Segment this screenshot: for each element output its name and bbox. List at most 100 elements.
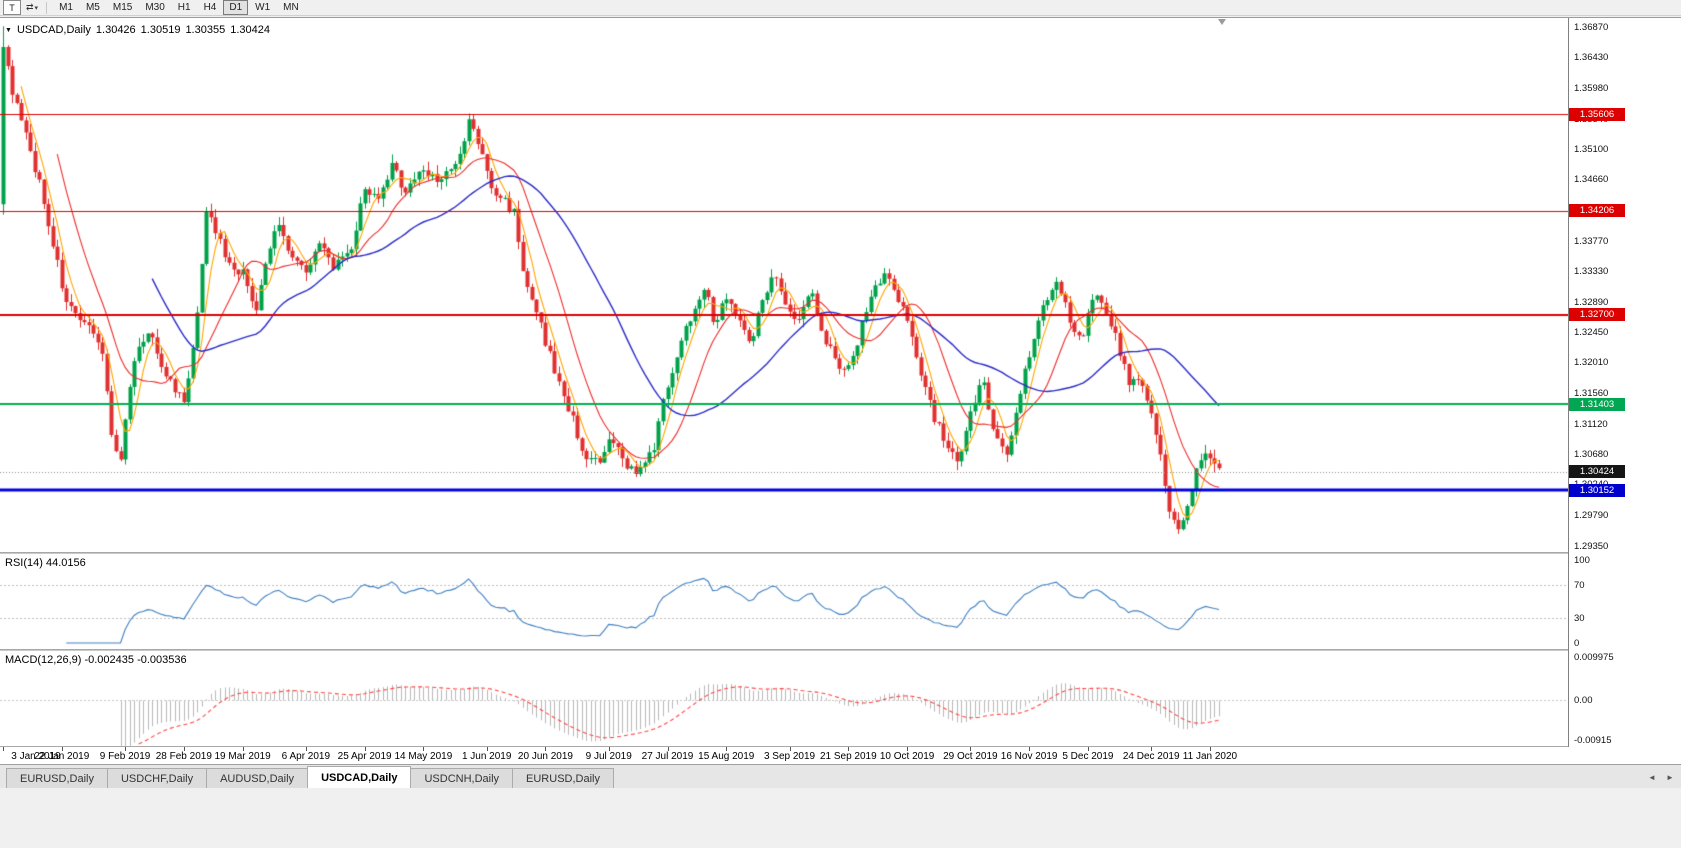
chart-tab-3[interactable]: USDCAD,Daily xyxy=(307,766,412,788)
time-axis-tick xyxy=(125,747,127,751)
date-label: 11 Jan 2020 xyxy=(1182,751,1238,762)
style-icon: ⇄ xyxy=(26,2,34,12)
time-axis-tick xyxy=(242,747,244,751)
timeframe-button-m5[interactable]: M5 xyxy=(85,2,100,13)
chart-shift-marker[interactable] xyxy=(1218,19,1226,25)
date-label: 15 Aug 2019 xyxy=(698,751,755,762)
timeframe-buttons: M1 M5 M15 M30 H1 H4 D1 W1 MN xyxy=(53,0,305,15)
rsi-indicator-label: RSI(14) 44.0156 xyxy=(5,557,86,569)
chart-tabs: EURUSD,Daily USDCHF,Daily AUDUSD,Daily USDC… xyxy=(6,766,614,788)
timeframe-button-mn[interactable]: MN xyxy=(283,2,299,13)
chart-title: ▼ USDCAD,Daily 1.30426 1.30519 1.30355 1… xyxy=(5,24,270,36)
date-label: 16 Nov 2019 xyxy=(1000,751,1058,762)
date-label: 24 Dec 2019 xyxy=(1122,751,1180,762)
text-tool-button[interactable]: T xyxy=(3,0,21,15)
time-axis-tick xyxy=(364,747,366,751)
close-value: 1.30424 xyxy=(230,24,270,36)
rsi-axis-label: 70 xyxy=(1574,579,1585,591)
timeframe-button-h4[interactable]: H4 xyxy=(203,2,217,13)
time-axis-tick xyxy=(907,747,909,751)
price-axis-label: 1.31120 xyxy=(1574,418,1608,430)
time-axis-tick xyxy=(423,747,425,751)
price-axis-label: 1.36430 xyxy=(1574,52,1609,64)
time-axis-tick xyxy=(848,747,850,751)
date-label: 29 Oct 2019 xyxy=(943,751,998,762)
date-label: 3 Jan 2019 xyxy=(11,751,61,762)
timeframe-button-w1[interactable]: W1 xyxy=(255,2,271,13)
top-toolbar: T ⇄ ▾ M1 M5 M15 M30 H1 H4 D1 W1 MN xyxy=(0,0,1681,16)
price-axis-label: 1.32890 xyxy=(1574,296,1609,308)
chart-tab-bar: EURUSD,Daily USDCHF,Daily AUDUSD,Daily USDC… xyxy=(0,764,1681,788)
timeframe-button-m15[interactable]: M15 xyxy=(112,2,133,13)
date-label: 14 May 2019 xyxy=(394,751,453,762)
time-axis[interactable]: 3 Jan 2019 22 Jan 2019 9 Feb 2019 28 Feb 20… xyxy=(0,747,1681,765)
high-value: 1.30519 xyxy=(140,24,181,36)
timeframe-button-d1[interactable]: D1 xyxy=(223,0,249,15)
time-axis-tick xyxy=(545,747,547,751)
time-axis-tick xyxy=(726,747,728,751)
date-label: 3 Sep 2019 xyxy=(763,751,816,762)
date-label: 21 Sep 2019 xyxy=(819,751,877,762)
time-axis-tick xyxy=(1209,747,1211,751)
time-axis-tick xyxy=(1087,747,1089,751)
chart-tab-2[interactable]: AUDUSD,Daily xyxy=(206,768,309,788)
open-value: 1.30426 xyxy=(95,24,136,36)
time-axis-tick xyxy=(1029,747,1031,751)
timeframe-button-h1[interactable]: H1 xyxy=(177,2,191,13)
date-label: 27 Jul 2019 xyxy=(641,751,694,762)
price-axis-label: 1.35100 xyxy=(1574,144,1609,156)
price-badge: 1.30152 xyxy=(1569,483,1625,497)
macd-axis-label: 0.00 xyxy=(1574,695,1593,707)
rsi-axis-label: 0 xyxy=(1574,638,1580,649)
date-label: 22 Jan 2019 xyxy=(34,751,90,762)
price-badge: 1.34206 xyxy=(1569,204,1625,218)
date-label: 10 Oct 2019 xyxy=(879,751,935,762)
date-label: 9 Jul 2019 xyxy=(585,751,632,762)
price-axis-label: 1.35980 xyxy=(1574,83,1609,95)
tab-scroll-buttons: ◄ ► xyxy=(1645,770,1677,784)
price-axis-label: 1.29790 xyxy=(1574,510,1609,522)
tab-scroll-right-icon[interactable]: ► xyxy=(1666,772,1674,782)
chart-tab-0[interactable]: EURUSD,Daily xyxy=(6,768,108,788)
price-axis-label: 1.34660 xyxy=(1574,174,1609,186)
main-chart-canvas[interactable] xyxy=(0,18,1568,552)
rsi-axis-label: 100 xyxy=(1574,555,1590,566)
date-label: 1 Jun 2019 xyxy=(461,751,512,762)
time-axis-tick xyxy=(970,747,972,751)
price-axis[interactable]: 1.368701.364301.359801.355401.351001.346… xyxy=(1568,18,1681,747)
price-badge: 1.35606 xyxy=(1569,107,1625,121)
pane-splitter-rsi[interactable] xyxy=(0,552,1681,554)
price-badge: 1.30424 xyxy=(1569,465,1625,479)
time-axis-tick xyxy=(3,747,4,751)
chart-style-button[interactable]: ⇄ ▾ xyxy=(24,1,40,14)
price-badge: 1.31403 xyxy=(1569,397,1625,411)
price-axis-label: 1.30680 xyxy=(1574,449,1609,461)
date-label: 5 Dec 2019 xyxy=(1062,751,1114,762)
chart-tab-4[interactable]: USDCNH,Daily xyxy=(410,768,514,788)
timeframe-button-m1[interactable]: M1 xyxy=(59,2,73,13)
price-axis-label: 1.36870 xyxy=(1574,21,1609,33)
collapse-icon[interactable]: ▼ xyxy=(5,26,12,34)
date-label: 25 Apr 2019 xyxy=(337,751,392,762)
chevron-down-icon: ▾ xyxy=(34,4,39,12)
rsi-panel-canvas[interactable] xyxy=(0,554,1568,649)
macd-panel-canvas[interactable] xyxy=(0,651,1568,746)
tab-scroll-left-icon[interactable]: ◄ xyxy=(1648,772,1656,782)
time-axis-tick xyxy=(608,747,610,751)
chart-tab-1[interactable]: USDCHF,Daily xyxy=(106,768,208,788)
chart-tab-5[interactable]: EURUSD,Daily xyxy=(512,768,614,788)
macd-axis-label: -0.00915 xyxy=(1574,735,1612,746)
timeframe-button-m30[interactable]: M30 xyxy=(145,2,165,13)
time-axis-tick xyxy=(486,747,488,751)
pane-splitter-macd[interactable] xyxy=(0,649,1681,651)
low-value: 1.30355 xyxy=(185,24,226,36)
chart-window: ▼ USDCAD,Daily 1.30426 1.30519 1.30355 1… xyxy=(0,17,1681,765)
price-badge: 1.32700 xyxy=(1569,308,1625,322)
price-axis-label: 1.33330 xyxy=(1574,266,1609,278)
price-axis-label: 1.33770 xyxy=(1574,235,1609,247)
price-axis-label: 1.32010 xyxy=(1574,357,1609,369)
time-axis-tick xyxy=(183,747,185,751)
time-axis-tick xyxy=(1151,747,1153,751)
macd-axis-label: 0.009975 xyxy=(1574,652,1614,663)
